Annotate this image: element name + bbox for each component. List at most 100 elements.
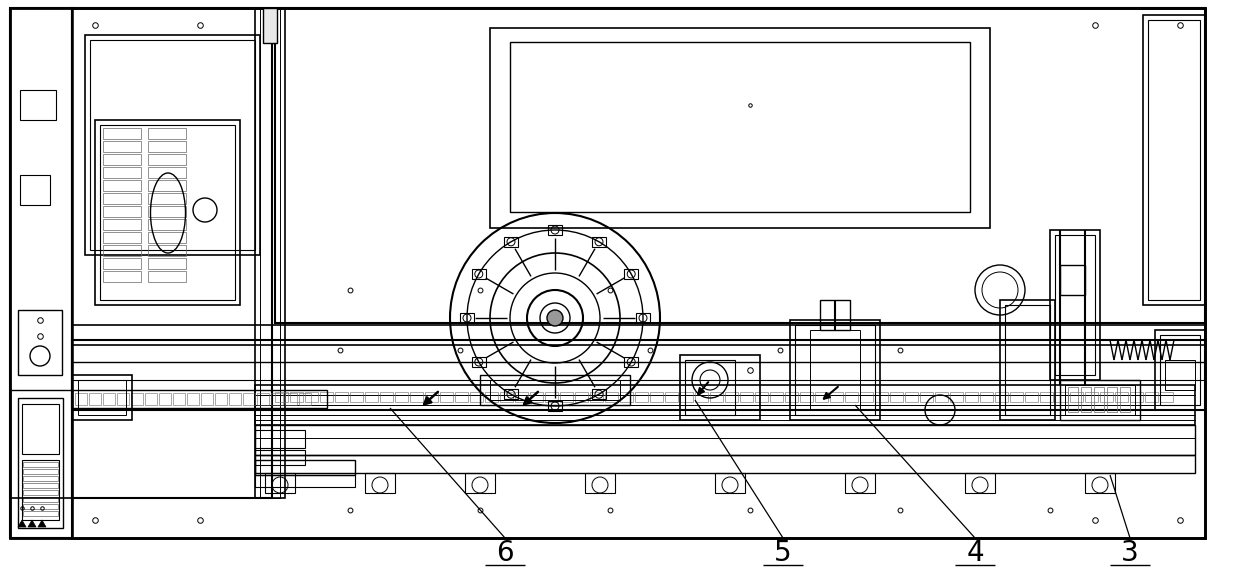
- Bar: [665, 392, 678, 402]
- Bar: [201, 393, 213, 405]
- Bar: [265, 473, 295, 493]
- Bar: [147, 271, 186, 282]
- Bar: [620, 392, 633, 402]
- Bar: [560, 392, 572, 402]
- Bar: [72, 8, 273, 498]
- Bar: [820, 300, 850, 330]
- Bar: [229, 393, 242, 405]
- Bar: [575, 392, 589, 402]
- Bar: [22, 404, 59, 454]
- Bar: [380, 392, 393, 402]
- Bar: [20, 175, 50, 205]
- Bar: [290, 392, 304, 402]
- Bar: [147, 167, 186, 178]
- Bar: [472, 269, 486, 279]
- Bar: [72, 340, 1206, 410]
- Bar: [147, 193, 186, 204]
- Bar: [921, 392, 933, 402]
- Bar: [769, 392, 783, 402]
- Bar: [410, 392, 422, 402]
- Polygon shape: [28, 520, 36, 527]
- Bar: [810, 330, 860, 410]
- Bar: [470, 392, 483, 402]
- Bar: [515, 392, 528, 402]
- Bar: [965, 392, 978, 402]
- Bar: [1165, 360, 1194, 390]
- Bar: [489, 28, 990, 228]
- Bar: [72, 325, 1206, 345]
- Bar: [585, 473, 615, 493]
- Polygon shape: [19, 520, 26, 527]
- Bar: [1070, 392, 1083, 402]
- Bar: [1010, 392, 1023, 402]
- Bar: [147, 128, 186, 139]
- Bar: [145, 393, 157, 405]
- Bar: [830, 392, 843, 402]
- Bar: [103, 154, 141, 165]
- Bar: [320, 392, 333, 402]
- Bar: [1155, 330, 1206, 410]
- Bar: [1066, 385, 1135, 415]
- Bar: [147, 206, 186, 217]
- Bar: [510, 42, 970, 212]
- Bar: [24, 490, 58, 495]
- Bar: [173, 393, 185, 405]
- Circle shape: [546, 310, 563, 326]
- Bar: [260, 8, 280, 498]
- Bar: [24, 483, 58, 488]
- Bar: [680, 355, 760, 420]
- Bar: [76, 393, 87, 405]
- Bar: [1068, 387, 1078, 412]
- Bar: [965, 473, 995, 493]
- Bar: [10, 498, 72, 538]
- Bar: [255, 475, 356, 487]
- Bar: [10, 390, 72, 538]
- Bar: [131, 393, 142, 405]
- Bar: [89, 393, 102, 405]
- Bar: [263, 8, 278, 43]
- Bar: [90, 40, 255, 250]
- Text: 3: 3: [1121, 539, 1139, 567]
- Bar: [24, 469, 58, 474]
- Bar: [1054, 235, 1095, 375]
- Bar: [349, 392, 363, 402]
- Bar: [1106, 387, 1118, 412]
- Bar: [472, 357, 486, 367]
- Bar: [715, 473, 745, 493]
- Bar: [548, 225, 563, 235]
- Bar: [103, 206, 141, 217]
- Bar: [845, 392, 857, 402]
- Bar: [1115, 392, 1127, 402]
- Bar: [216, 393, 227, 405]
- Bar: [103, 271, 141, 282]
- Bar: [875, 392, 888, 402]
- Text: 5: 5: [774, 539, 792, 567]
- Bar: [305, 392, 318, 402]
- Bar: [103, 219, 141, 230]
- Bar: [24, 462, 58, 467]
- Bar: [24, 497, 58, 502]
- Bar: [72, 375, 133, 420]
- Polygon shape: [38, 520, 46, 527]
- Bar: [590, 392, 603, 402]
- Bar: [24, 476, 58, 481]
- Bar: [465, 473, 496, 493]
- Bar: [103, 393, 115, 405]
- Text: 6: 6: [496, 539, 514, 567]
- Bar: [636, 392, 648, 402]
- Bar: [479, 375, 629, 405]
- Bar: [786, 392, 798, 402]
- Bar: [95, 120, 240, 305]
- Bar: [255, 425, 1194, 455]
- Bar: [147, 245, 186, 256]
- Bar: [147, 219, 186, 230]
- Bar: [725, 392, 738, 402]
- Bar: [800, 392, 813, 402]
- Bar: [103, 167, 141, 178]
- Bar: [680, 392, 693, 402]
- Bar: [285, 393, 297, 405]
- Bar: [592, 389, 606, 399]
- Bar: [187, 393, 199, 405]
- Bar: [530, 392, 543, 402]
- Bar: [1085, 473, 1115, 493]
